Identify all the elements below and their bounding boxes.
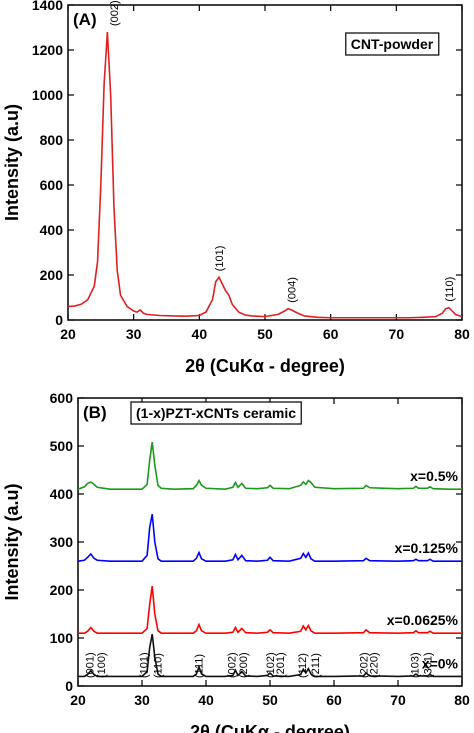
series-label: x=0.125% xyxy=(395,540,459,556)
y-tick-label: 200 xyxy=(40,267,64,283)
x-tick-label: 70 xyxy=(389,326,405,342)
y-tick-label: 200 xyxy=(50,582,74,598)
y-tick-label: 300 xyxy=(50,534,74,550)
y-tick-label: 1200 xyxy=(32,42,63,58)
peak-label: (001) xyxy=(85,652,97,678)
x-tick-label: 50 xyxy=(262,692,278,708)
peak-label: (101) xyxy=(214,246,226,272)
x-tick-label: 60 xyxy=(323,326,339,342)
annotation: CNT-powder xyxy=(351,36,434,52)
data-line xyxy=(77,442,462,491)
peak-label: (200) xyxy=(238,652,250,678)
y-tick-label: 100 xyxy=(50,630,74,646)
data-line xyxy=(78,634,462,678)
x-tick-label: 80 xyxy=(454,692,470,708)
series-label: x=0.5% xyxy=(410,468,458,484)
peak-label: (211) xyxy=(310,653,322,678)
x-tick-label: 70 xyxy=(390,692,406,708)
x-tick-label: 40 xyxy=(192,326,208,342)
x-tick-label: 50 xyxy=(257,326,273,342)
y-axis-title: Intensity (a.u) xyxy=(2,104,22,221)
x-axis-title: 2θ (CuKα - degree) xyxy=(190,722,350,733)
peak-label: (100) xyxy=(96,652,108,678)
panel-label: (B) xyxy=(83,403,107,422)
x-axis-title: 2θ (CuKα - degree) xyxy=(185,356,345,376)
peak-label: (301) xyxy=(422,652,434,678)
peak-label: (110) xyxy=(152,653,164,678)
peak-label: (004) xyxy=(286,277,298,303)
peak-label: (102) xyxy=(265,652,277,678)
x-tick-label: 40 xyxy=(198,692,214,708)
y-tick-label: 1400 xyxy=(32,0,63,13)
x-tick-label: 60 xyxy=(326,692,342,708)
y-tick-label: 0 xyxy=(55,312,63,328)
y-tick-label: 600 xyxy=(50,390,74,406)
data-line xyxy=(77,514,462,563)
x-tick-label: 30 xyxy=(126,326,142,342)
peak-label: (101) xyxy=(138,652,150,678)
annotation-box xyxy=(130,401,302,425)
y-tick-label: 600 xyxy=(40,177,64,193)
y-tick-label: 400 xyxy=(40,222,64,238)
peak-label: (202) xyxy=(358,652,370,678)
x-tick-label: 20 xyxy=(70,692,86,708)
peak-label: (111) xyxy=(193,654,205,678)
y-axis-title: Intensity (a.u) xyxy=(2,483,22,600)
x-tick-label: 20 xyxy=(60,326,76,342)
peak-label: (220) xyxy=(369,652,381,678)
data-line xyxy=(78,586,462,635)
annotation-box xyxy=(345,32,440,56)
y-tick-label: 800 xyxy=(40,132,64,148)
annotation: (1-x)PZT-xCNTs ceramic xyxy=(136,405,296,421)
peak-label: (201) xyxy=(275,652,287,678)
y-tick-label: 0 xyxy=(65,678,73,694)
data-line xyxy=(67,31,463,319)
panel-label: (A) xyxy=(73,10,97,29)
y-tick-label: 500 xyxy=(50,438,74,454)
series-label: x=0.0625% xyxy=(387,612,459,628)
x-tick-label: 80 xyxy=(454,326,470,342)
peak-label: (002) xyxy=(227,652,239,678)
peak-label: (110) xyxy=(444,277,456,302)
peak-label: (002) xyxy=(109,0,121,26)
peak-label: (103) xyxy=(410,652,422,678)
x-tick-label: 30 xyxy=(134,692,150,708)
y-tick-label: 400 xyxy=(50,486,74,502)
peak-label: (112) xyxy=(297,653,309,678)
series-label: x=0% xyxy=(422,655,459,671)
y-tick-label: 1000 xyxy=(32,87,63,103)
